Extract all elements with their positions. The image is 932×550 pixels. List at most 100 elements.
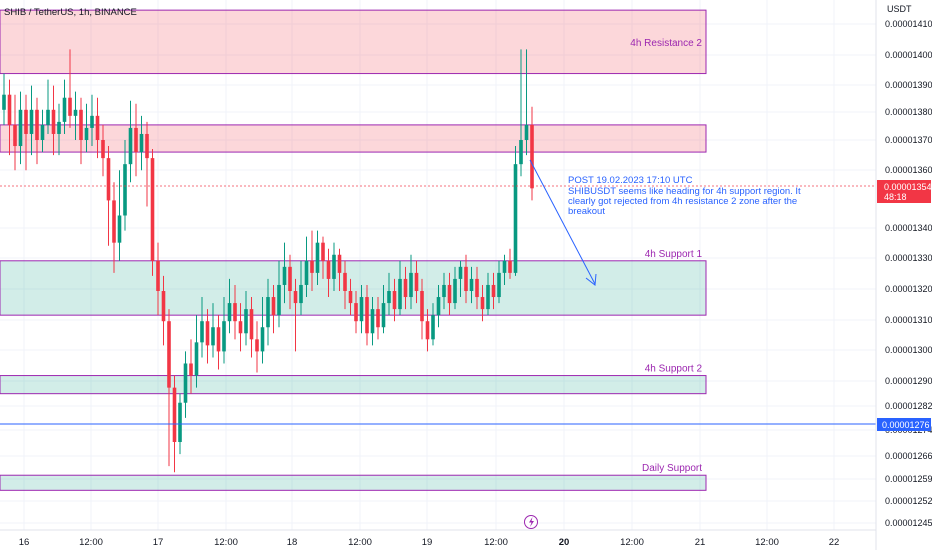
time-tick-label: 20 — [559, 537, 570, 548]
zone-0[interactable] — [0, 9, 707, 75]
currency-label: USDT — [887, 4, 912, 14]
price-tick-label: 0.00001330 — [885, 253, 932, 263]
candles — [2, 49, 534, 473]
zone-label-4: Daily Support — [642, 463, 702, 474]
candle — [282, 242, 287, 304]
lightning-icon[interactable] — [524, 515, 538, 529]
candle — [150, 149, 155, 276]
candle — [68, 49, 72, 128]
candle — [227, 278, 232, 334]
price-tick-label: 0.00001320 — [885, 284, 932, 294]
candle — [2, 73, 6, 125]
candle — [524, 49, 529, 156]
candle — [337, 248, 342, 291]
zone-1[interactable] — [0, 124, 707, 153]
candle — [211, 303, 215, 358]
zones — [0, 9, 707, 491]
candle — [260, 297, 265, 364]
candle — [255, 321, 259, 373]
candle — [73, 91, 78, 140]
price-tick-label: 0.00001390 — [885, 80, 932, 90]
candle — [519, 49, 523, 177]
time-tick-label: 12:00 — [620, 537, 644, 548]
candle — [348, 278, 353, 316]
candle — [24, 94, 28, 171]
price-tick-label: 0.00001290 — [885, 376, 932, 386]
candle — [359, 284, 364, 334]
candle — [7, 79, 12, 156]
candle — [79, 97, 83, 165]
countdown-timer: 48:18 — [884, 192, 907, 202]
zone-label-0: 4h Resistance 2 — [630, 38, 702, 49]
time-tick-label: 12:00 — [214, 537, 238, 548]
time-tick-label: 12:00 — [755, 537, 779, 548]
candle — [310, 230, 314, 291]
zone-2[interactable] — [0, 260, 707, 316]
candle — [238, 303, 243, 352]
time-axis[interactable]: 16 12:00 17 12:00 18 12:00 19 12:00 20 12:00 21 12:… — [19, 537, 840, 548]
candle — [288, 254, 292, 310]
candle — [95, 97, 100, 159]
zone-4[interactable] — [0, 474, 707, 491]
current-price-tag-bg — [877, 180, 931, 203]
candle — [29, 85, 34, 156]
horizontal-line-price: 0.00001276 — [882, 420, 930, 430]
candle — [205, 309, 210, 364]
candle — [299, 260, 303, 316]
annotation-arrow — [529, 159, 596, 285]
candle — [425, 309, 430, 352]
candle — [365, 284, 369, 346]
price-tick-label: 0.00001380 — [885, 107, 932, 117]
candle — [167, 309, 171, 467]
candle — [57, 103, 61, 156]
price-tick-label: 0.00001245 — [885, 518, 932, 528]
candle — [117, 170, 122, 261]
zone-3[interactable] — [0, 375, 707, 395]
time-tick-label: 12:00 — [348, 537, 372, 548]
candle — [145, 121, 149, 207]
annotation-arrowhead — [585, 273, 597, 286]
candle — [266, 278, 270, 346]
candle — [293, 278, 298, 352]
current-price-value: 0.00001354 — [884, 182, 932, 192]
price-axis[interactable]: 0.00001410 0.00001400 0.00001390 0.00001380… — [885, 19, 932, 528]
price-tick-label: 0.00001310 — [885, 315, 932, 325]
candle — [222, 297, 226, 364]
candle — [502, 254, 507, 285]
candle — [458, 260, 463, 298]
candle — [13, 94, 17, 171]
price-tick-label: 0.00001282 — [885, 401, 932, 411]
candle — [315, 230, 320, 285]
zone-label-3: 4h Support 2 — [645, 364, 703, 375]
time-tick-label: 16 — [19, 537, 30, 548]
candle — [387, 272, 391, 316]
candle — [376, 297, 380, 340]
time-tick-label: 12:00 — [79, 537, 103, 548]
candle — [475, 266, 479, 310]
price-tick-label: 0.00001252 — [885, 496, 932, 506]
annotation-line-2: SHIBUSDT seems like heading for 4h suppo… — [568, 186, 801, 197]
candle — [469, 266, 474, 304]
candle — [189, 339, 193, 394]
candle — [304, 236, 309, 298]
candle — [161, 275, 166, 346]
candle — [332, 242, 336, 291]
candle — [194, 315, 199, 388]
candle — [513, 146, 518, 276]
candle — [497, 260, 501, 304]
candle — [381, 284, 386, 334]
candle — [134, 103, 138, 177]
candle — [354, 291, 358, 334]
price-tick-label: 0.00001259 — [885, 474, 932, 484]
annotation-line-4: breakout — [568, 206, 605, 217]
price-tick-label: 0.00001360 — [885, 165, 932, 175]
candle — [370, 297, 375, 346]
candle — [447, 272, 452, 316]
candle — [90, 94, 94, 147]
candle — [112, 182, 116, 273]
candle — [486, 272, 490, 316]
candle — [343, 260, 347, 310]
time-tick-label: 18 — [287, 537, 298, 548]
zone-label-2: 4h Support 1 — [645, 249, 703, 260]
